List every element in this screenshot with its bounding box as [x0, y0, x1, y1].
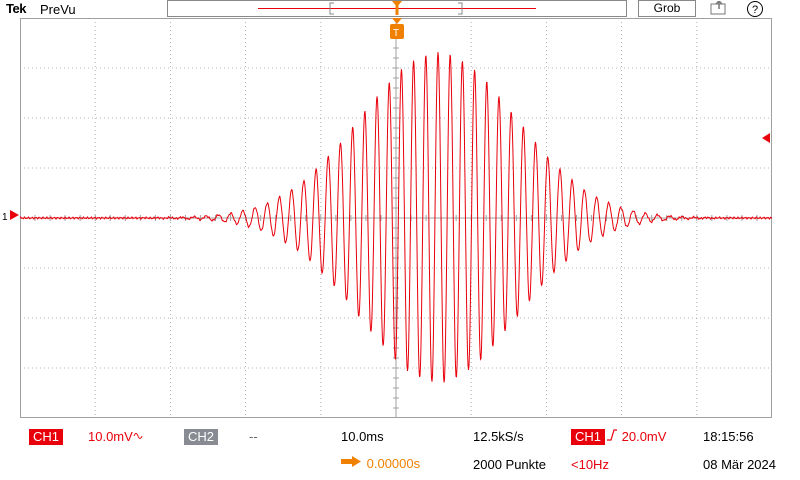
top-bar: Tek PreVu Grob ? [0, 0, 800, 18]
trigger-level[interactable]: 20.0mV [606, 429, 666, 444]
ch1-button[interactable]: CH1 [29, 429, 64, 445]
horizontal-position[interactable]: 0.00000s [341, 456, 420, 471]
trigger-source[interactable]: CH1 [571, 429, 606, 445]
timebase[interactable]: 10.0ms [341, 429, 384, 444]
markers-layer: 1 T [2, 18, 770, 223]
trigger-position-marker [390, 24, 404, 39]
brand-logo: Tek [6, 1, 26, 16]
ch1-scale: 10.0mV [88, 429, 143, 444]
record-position-indicator [258, 1, 536, 15]
rising-edge-icon [607, 429, 617, 441]
acquisition-mode: PreVu [40, 2, 76, 17]
acquisition-button[interactable]: Grob [638, 0, 696, 17]
record-length: 2000 Punkte [473, 457, 547, 472]
trigger-level-marker [762, 133, 770, 143]
ch2-scale: -- [249, 429, 258, 444]
trigger-position-arrow-icon [341, 456, 361, 467]
ch1-trace [20, 52, 772, 383]
help-icon[interactable]: ? [747, 1, 763, 17]
record-view[interactable] [167, 0, 627, 17]
ch1-ground-marker [10, 210, 19, 220]
ch1-scale-value: 10.0mV [88, 429, 133, 444]
clock-time: 18:15:56 [703, 429, 754, 444]
clock-date: 08 Mär 2024 [703, 457, 776, 472]
status-bar: CH1 10.0mV CH2 -- 10.0ms 12.5kS/s CH1 20… [0, 420, 800, 480]
ch1-marker-label: 1 [2, 212, 8, 223]
sample-rate: 12.5kS/s [473, 429, 524, 444]
record-trigger-marker [392, 1, 402, 7]
trigger-level-value: 20.0mV [621, 429, 667, 444]
ch2-button[interactable]: CH2 [184, 429, 219, 445]
trigger-frequency: <10Hz [571, 457, 609, 472]
save-icon[interactable] [710, 0, 728, 15]
trigger-marker-label: T [393, 28, 399, 39]
horizontal-position-value: 0.00000s [366, 456, 421, 471]
bandwidth-limit-icon [133, 433, 143, 439]
